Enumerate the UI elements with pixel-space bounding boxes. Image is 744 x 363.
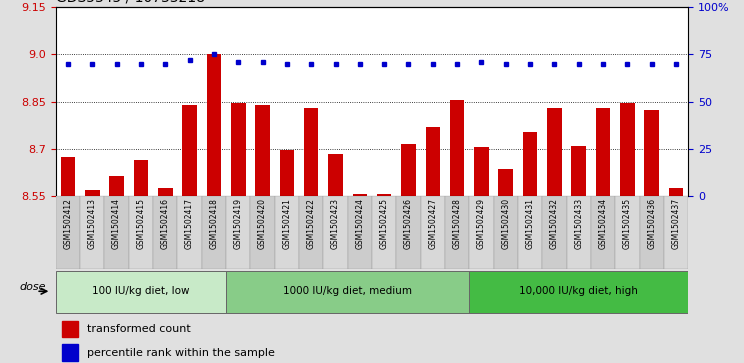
Bar — [420, 196, 445, 269]
Text: GSM1502413: GSM1502413 — [88, 198, 97, 249]
Text: transformed count: transformed count — [88, 324, 191, 334]
Bar — [207, 54, 221, 196]
Text: GSM1502417: GSM1502417 — [185, 198, 194, 249]
Bar — [523, 131, 537, 196]
Text: GSM1502416: GSM1502416 — [161, 198, 170, 249]
Text: GSM1502436: GSM1502436 — [647, 198, 656, 249]
Bar — [426, 127, 440, 196]
Text: percentile rank within the sample: percentile rank within the sample — [88, 348, 275, 358]
Text: GSM1502425: GSM1502425 — [379, 198, 388, 249]
Bar — [182, 105, 197, 196]
Bar — [129, 196, 153, 269]
Bar — [644, 110, 659, 196]
Bar — [226, 196, 251, 269]
Bar — [669, 188, 683, 196]
Bar — [299, 196, 324, 269]
Bar — [231, 103, 246, 196]
Bar — [547, 108, 562, 196]
Bar — [377, 195, 391, 196]
Text: GSM1502415: GSM1502415 — [136, 198, 145, 249]
Text: GSM1502426: GSM1502426 — [404, 198, 413, 249]
Bar — [469, 271, 688, 313]
Text: GSM1502412: GSM1502412 — [63, 198, 72, 249]
Bar — [571, 146, 586, 196]
Bar — [640, 196, 664, 269]
Text: 10,000 IU/kg diet, high: 10,000 IU/kg diet, high — [519, 286, 638, 296]
Bar — [56, 271, 226, 313]
Bar — [493, 196, 518, 269]
Bar — [469, 196, 493, 269]
Text: GSM1502434: GSM1502434 — [599, 198, 608, 249]
Text: GSM1502432: GSM1502432 — [550, 198, 559, 249]
Text: GSM1502424: GSM1502424 — [356, 198, 365, 249]
Bar — [397, 196, 420, 269]
Text: GSM1502430: GSM1502430 — [501, 198, 510, 249]
Text: GSM1502427: GSM1502427 — [429, 198, 437, 249]
Bar — [450, 100, 464, 196]
Bar — [61, 157, 75, 196]
Bar — [328, 154, 343, 196]
Bar — [401, 144, 416, 196]
Text: GDS5345 / 10733218: GDS5345 / 10733218 — [56, 0, 205, 5]
Bar — [445, 196, 469, 269]
Text: GSM1502422: GSM1502422 — [307, 198, 315, 249]
Bar — [353, 195, 367, 196]
Bar — [56, 196, 80, 269]
Text: dose: dose — [19, 282, 46, 291]
Text: GSM1502429: GSM1502429 — [477, 198, 486, 249]
Text: GSM1502420: GSM1502420 — [258, 198, 267, 249]
Bar — [615, 196, 640, 269]
Bar — [324, 196, 347, 269]
Bar — [620, 103, 635, 196]
Bar — [255, 105, 270, 196]
Text: GSM1502421: GSM1502421 — [283, 198, 292, 249]
Text: GSM1502418: GSM1502418 — [209, 198, 219, 249]
Bar — [567, 196, 591, 269]
Bar — [109, 176, 124, 196]
Bar — [542, 196, 567, 269]
Text: GSM1502437: GSM1502437 — [672, 198, 681, 249]
Bar — [280, 150, 294, 196]
Text: GSM1502431: GSM1502431 — [525, 198, 535, 249]
Text: GSM1502433: GSM1502433 — [574, 198, 583, 249]
Bar — [347, 196, 372, 269]
Bar — [474, 147, 489, 196]
Bar — [275, 196, 299, 269]
Text: 1000 IU/kg diet, medium: 1000 IU/kg diet, medium — [283, 286, 412, 296]
Bar — [158, 188, 173, 196]
Bar — [226, 271, 469, 313]
Bar — [202, 196, 226, 269]
Bar — [104, 196, 129, 269]
Text: GSM1502423: GSM1502423 — [331, 198, 340, 249]
Bar — [591, 196, 615, 269]
Text: GSM1502414: GSM1502414 — [112, 198, 121, 249]
Text: GSM1502435: GSM1502435 — [623, 198, 632, 249]
Bar — [134, 160, 148, 196]
Bar — [518, 196, 542, 269]
Bar — [596, 108, 610, 196]
Bar — [62, 321, 78, 337]
Bar — [153, 196, 177, 269]
Bar — [664, 196, 688, 269]
Text: 100 IU/kg diet, low: 100 IU/kg diet, low — [92, 286, 190, 296]
Bar — [177, 196, 202, 269]
Bar — [62, 344, 78, 361]
Text: GSM1502428: GSM1502428 — [452, 198, 461, 249]
Bar — [251, 196, 275, 269]
Bar — [85, 190, 100, 196]
Text: GSM1502419: GSM1502419 — [234, 198, 243, 249]
Bar — [372, 196, 397, 269]
Bar — [304, 108, 318, 196]
Bar — [498, 169, 513, 196]
Bar — [80, 196, 104, 269]
